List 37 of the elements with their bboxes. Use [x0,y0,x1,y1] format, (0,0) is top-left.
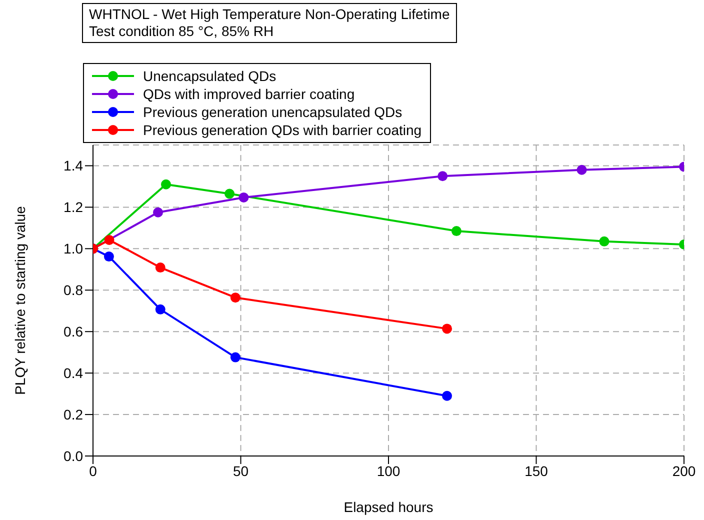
point [224,188,235,199]
y-tick-label: 0.4 [64,365,84,382]
point [599,236,610,246]
point [438,171,448,182]
point [238,192,249,202]
y-tick-label: 0.0 [64,448,84,464]
point [230,352,240,362]
point [442,324,452,334]
x-axis-title: Elapsed hours [344,499,434,515]
point [451,226,462,236]
point [104,252,114,262]
y-tick-label: 1.4 [64,158,84,174]
point [104,234,114,245]
x-tick-label: 0 [89,462,98,479]
y-tick-label: 0.6 [64,324,84,340]
x-tick-label: 100 [376,462,400,479]
legend-label: QDs with improved barrier coating [143,86,355,102]
point [576,164,587,175]
legend-label: Unencapsulated QDs [143,68,276,84]
legend-label: Previous generation unencapsulated QDs [143,104,402,120]
y-tick-label: 0.2 [64,406,84,423]
chart-subtitle: Test condition 85 °C, 85% RH [89,23,275,40]
point [230,292,240,303]
point [155,304,166,314]
point [155,262,166,273]
y-tick-label: 1.2 [64,199,84,216]
x-tick-label: 200 [672,462,696,479]
point [160,179,171,190]
point [442,390,452,401]
point [153,207,164,218]
y-tick-label: 0.8 [64,282,84,298]
y-axis-title: PLQY relative to starting value [12,206,28,395]
legend-label: Previous generation QDs with barrier coating [143,122,422,138]
x-tick-label: 150 [524,462,548,479]
chart-title: WHTNOL - Wet High Temperature Non-Operating Lifetime [89,6,450,23]
x-tick-label: 50 [232,462,249,479]
y-tick-label: 1.0 [64,240,84,257]
